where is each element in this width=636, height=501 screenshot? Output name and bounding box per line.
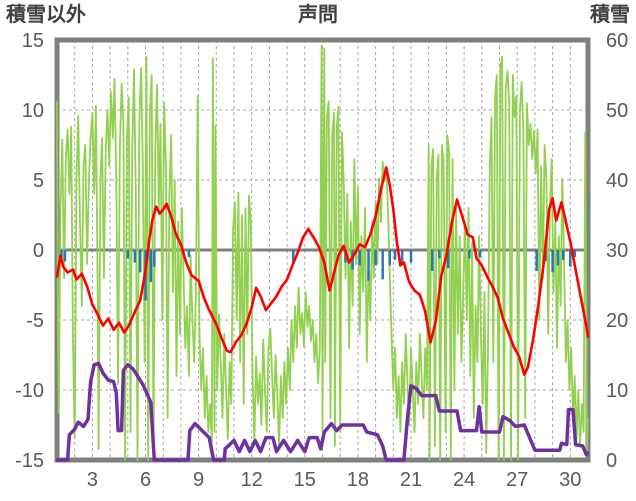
right-axis-tick-label: 30 (606, 240, 628, 262)
left-axis-tick-label: 10 (22, 100, 44, 122)
right-axis-tick-label: 10 (606, 380, 628, 402)
green-spiky-series (56, 44, 589, 461)
left-axis-tick-label: 0 (33, 240, 44, 262)
x-axis-tick-label: 12 (241, 469, 263, 491)
right-axis-tick-label: 50 (606, 100, 628, 122)
right-axis-title: 積雪 (590, 4, 630, 26)
x-axis-tick-label: 27 (506, 469, 528, 491)
x-axis-tick-label: 24 (453, 469, 475, 491)
right-axis-tick-label: 0 (606, 450, 617, 472)
right-axis-tick-label: 20 (606, 310, 628, 332)
left-axis-tick-label: 15 (22, 30, 44, 52)
right-axis-tick-label: 40 (606, 170, 628, 192)
left-axis-title: 積雪以外 (6, 4, 86, 26)
left-axis-tick-label: -5 (26, 310, 44, 332)
left-axis-tick-label: 5 (33, 170, 44, 192)
x-axis-tick-label: 21 (400, 469, 422, 491)
left-axis-tick-label: -15 (15, 450, 44, 472)
purple-step-series-snow-depth-cm (56, 361, 589, 462)
x-axis-tick-label: 3 (87, 469, 98, 491)
right-axis-tick-label: 60 (606, 30, 628, 52)
x-axis-tick-label: 15 (294, 469, 316, 491)
left-axis-tick-label: -10 (15, 380, 44, 402)
x-axis-tick-label: 6 (140, 469, 151, 491)
x-axis-tick-label: 9 (193, 469, 204, 491)
x-axis-tick-label: 30 (559, 469, 581, 491)
page-title: 声問 (298, 4, 338, 26)
x-axis-tick-label: 18 (347, 469, 369, 491)
red-smooth-series (56, 166, 589, 376)
